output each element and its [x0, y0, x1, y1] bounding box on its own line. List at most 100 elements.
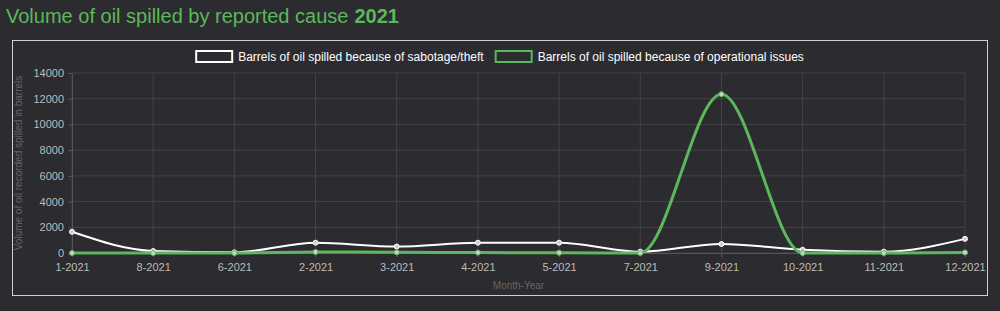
- legend-item: Barrels of oil spilled because of operat…: [496, 50, 804, 64]
- series-point: [475, 240, 480, 245]
- x-tick: 9-2021: [705, 253, 739, 273]
- grid-line-y: [72, 227, 965, 228]
- subtitle: 2021: [354, 5, 399, 27]
- y-tick: 6000: [40, 170, 72, 182]
- series-point: [232, 251, 237, 256]
- y-tick-label: 8000: [40, 144, 64, 156]
- grid-line-x: [234, 73, 235, 257]
- x-tick-label: 5-2021: [542, 261, 576, 273]
- y-axis: 0 2000 4000 6000 8000 10000 12000 14000: [33, 67, 72, 259]
- title-text: Volume of oil spilled by reported cause: [6, 5, 348, 27]
- grid-line-y: [72, 98, 965, 99]
- x-tick: 6-2021: [218, 253, 252, 273]
- x-tick-label: 7-2021: [624, 261, 658, 273]
- x-tick-label: 8-2021: [137, 261, 171, 273]
- series-point: [313, 249, 318, 254]
- series-line: [72, 232, 965, 253]
- grid-line-x: [396, 73, 397, 257]
- x-tick-label: 3-2021: [380, 261, 414, 273]
- y-tick: 10000: [33, 118, 72, 130]
- legend-swatch: [196, 51, 232, 62]
- y-tick-mark: [68, 99, 72, 100]
- plot-area: [70, 92, 968, 256]
- grid-line-x: [153, 73, 154, 257]
- grid-line-x: [559, 73, 560, 257]
- x-tick-label: 10-2021: [783, 261, 823, 273]
- x-tick: 1-2021: [55, 253, 89, 273]
- y-tick: 14000: [33, 67, 72, 79]
- series-point: [70, 251, 75, 256]
- legend-label: Barrels of oil spilled because of operat…: [538, 50, 804, 64]
- x-tick-label: 2-2021: [299, 261, 333, 273]
- series-point: [394, 244, 399, 249]
- x-tick-label: 6-2021: [218, 261, 252, 273]
- y-tick-label: 0: [58, 247, 64, 259]
- x-tick: 12-2021: [945, 253, 985, 273]
- y-tick-label: 6000: [40, 170, 64, 182]
- series-point: [313, 240, 318, 245]
- x-tick-label: 1-2021: [55, 261, 89, 273]
- x-axis-title: Month-Year: [493, 280, 545, 291]
- grid-line-x: [883, 73, 884, 257]
- y-tick-mark: [68, 176, 72, 177]
- x-tick-label: 12-2021: [945, 261, 985, 273]
- y-tick-mark: [68, 202, 72, 203]
- x-tick: 5-2021: [542, 253, 576, 273]
- grid-line-y: [72, 201, 965, 202]
- series-point: [881, 251, 886, 256]
- series-line: [72, 94, 965, 253]
- grid-line-x: [802, 73, 803, 257]
- x-tick: 3-2021: [380, 253, 414, 273]
- grid-line-x: [315, 73, 316, 257]
- grid: [72, 73, 965, 257]
- series-point: [557, 250, 562, 255]
- legend-swatch: [496, 51, 532, 62]
- series-point: [394, 250, 399, 255]
- grid-line-y: [72, 124, 965, 125]
- x-tick: 2-2021: [299, 253, 333, 273]
- x-tick: 7-2021: [624, 253, 658, 273]
- series-point: [151, 251, 156, 256]
- grid-line-x: [965, 73, 966, 257]
- series-point: [963, 236, 968, 241]
- y-tick-label: 10000: [33, 118, 64, 130]
- grid-line-y: [72, 175, 965, 176]
- y-tick-label: 14000: [33, 67, 64, 79]
- y-tick-label: 2000: [40, 221, 64, 233]
- y-axis-line: [68, 74, 73, 254]
- series-point: [800, 251, 805, 256]
- x-tick: 8-2021: [137, 253, 171, 273]
- y-axis-title: Volume of oil recorded spilled in barrel…: [13, 76, 24, 251]
- y-tick: 4000: [40, 196, 72, 208]
- x-tick-label: 9-2021: [705, 261, 739, 273]
- grid-line-y: [72, 73, 965, 74]
- x-axis: 1-2021 8-2021 6-2021 2-2021 3-2021 4-2021 5-20…: [55, 253, 985, 273]
- grid-line-y: [72, 150, 965, 151]
- series-point: [719, 92, 724, 97]
- x-tick: 4-2021: [461, 253, 495, 273]
- y-tick-mark: [68, 73, 72, 74]
- series: [70, 229, 968, 255]
- grid-line-x: [640, 73, 641, 257]
- series-point: [232, 250, 237, 255]
- title: Volume of oil spilled by reported cause 2…: [6, 5, 399, 27]
- y-tick: 8000: [40, 144, 72, 156]
- y-tick-mark: [68, 227, 72, 228]
- y-tick: 12000: [33, 93, 72, 105]
- series-point: [70, 229, 75, 234]
- series-point: [638, 251, 643, 256]
- x-tick: 10-2021: [783, 253, 823, 273]
- grid-line-x: [477, 73, 478, 257]
- x-tick-label: 4-2021: [461, 261, 495, 273]
- y-tick-label: 4000: [40, 196, 64, 208]
- y-tick: 2000: [40, 221, 72, 233]
- y-tick-label: 12000: [33, 93, 64, 105]
- y-tick-mark: [68, 124, 72, 125]
- chart-frame: [13, 41, 988, 296]
- series-point: [475, 250, 480, 255]
- series-point: [719, 242, 724, 247]
- x-tick: 11-2021: [865, 253, 905, 273]
- series-point: [963, 250, 968, 255]
- legend: Barrels of oil spilled because of sabota…: [196, 50, 804, 64]
- x-tick-label: 11-2021: [865, 261, 905, 273]
